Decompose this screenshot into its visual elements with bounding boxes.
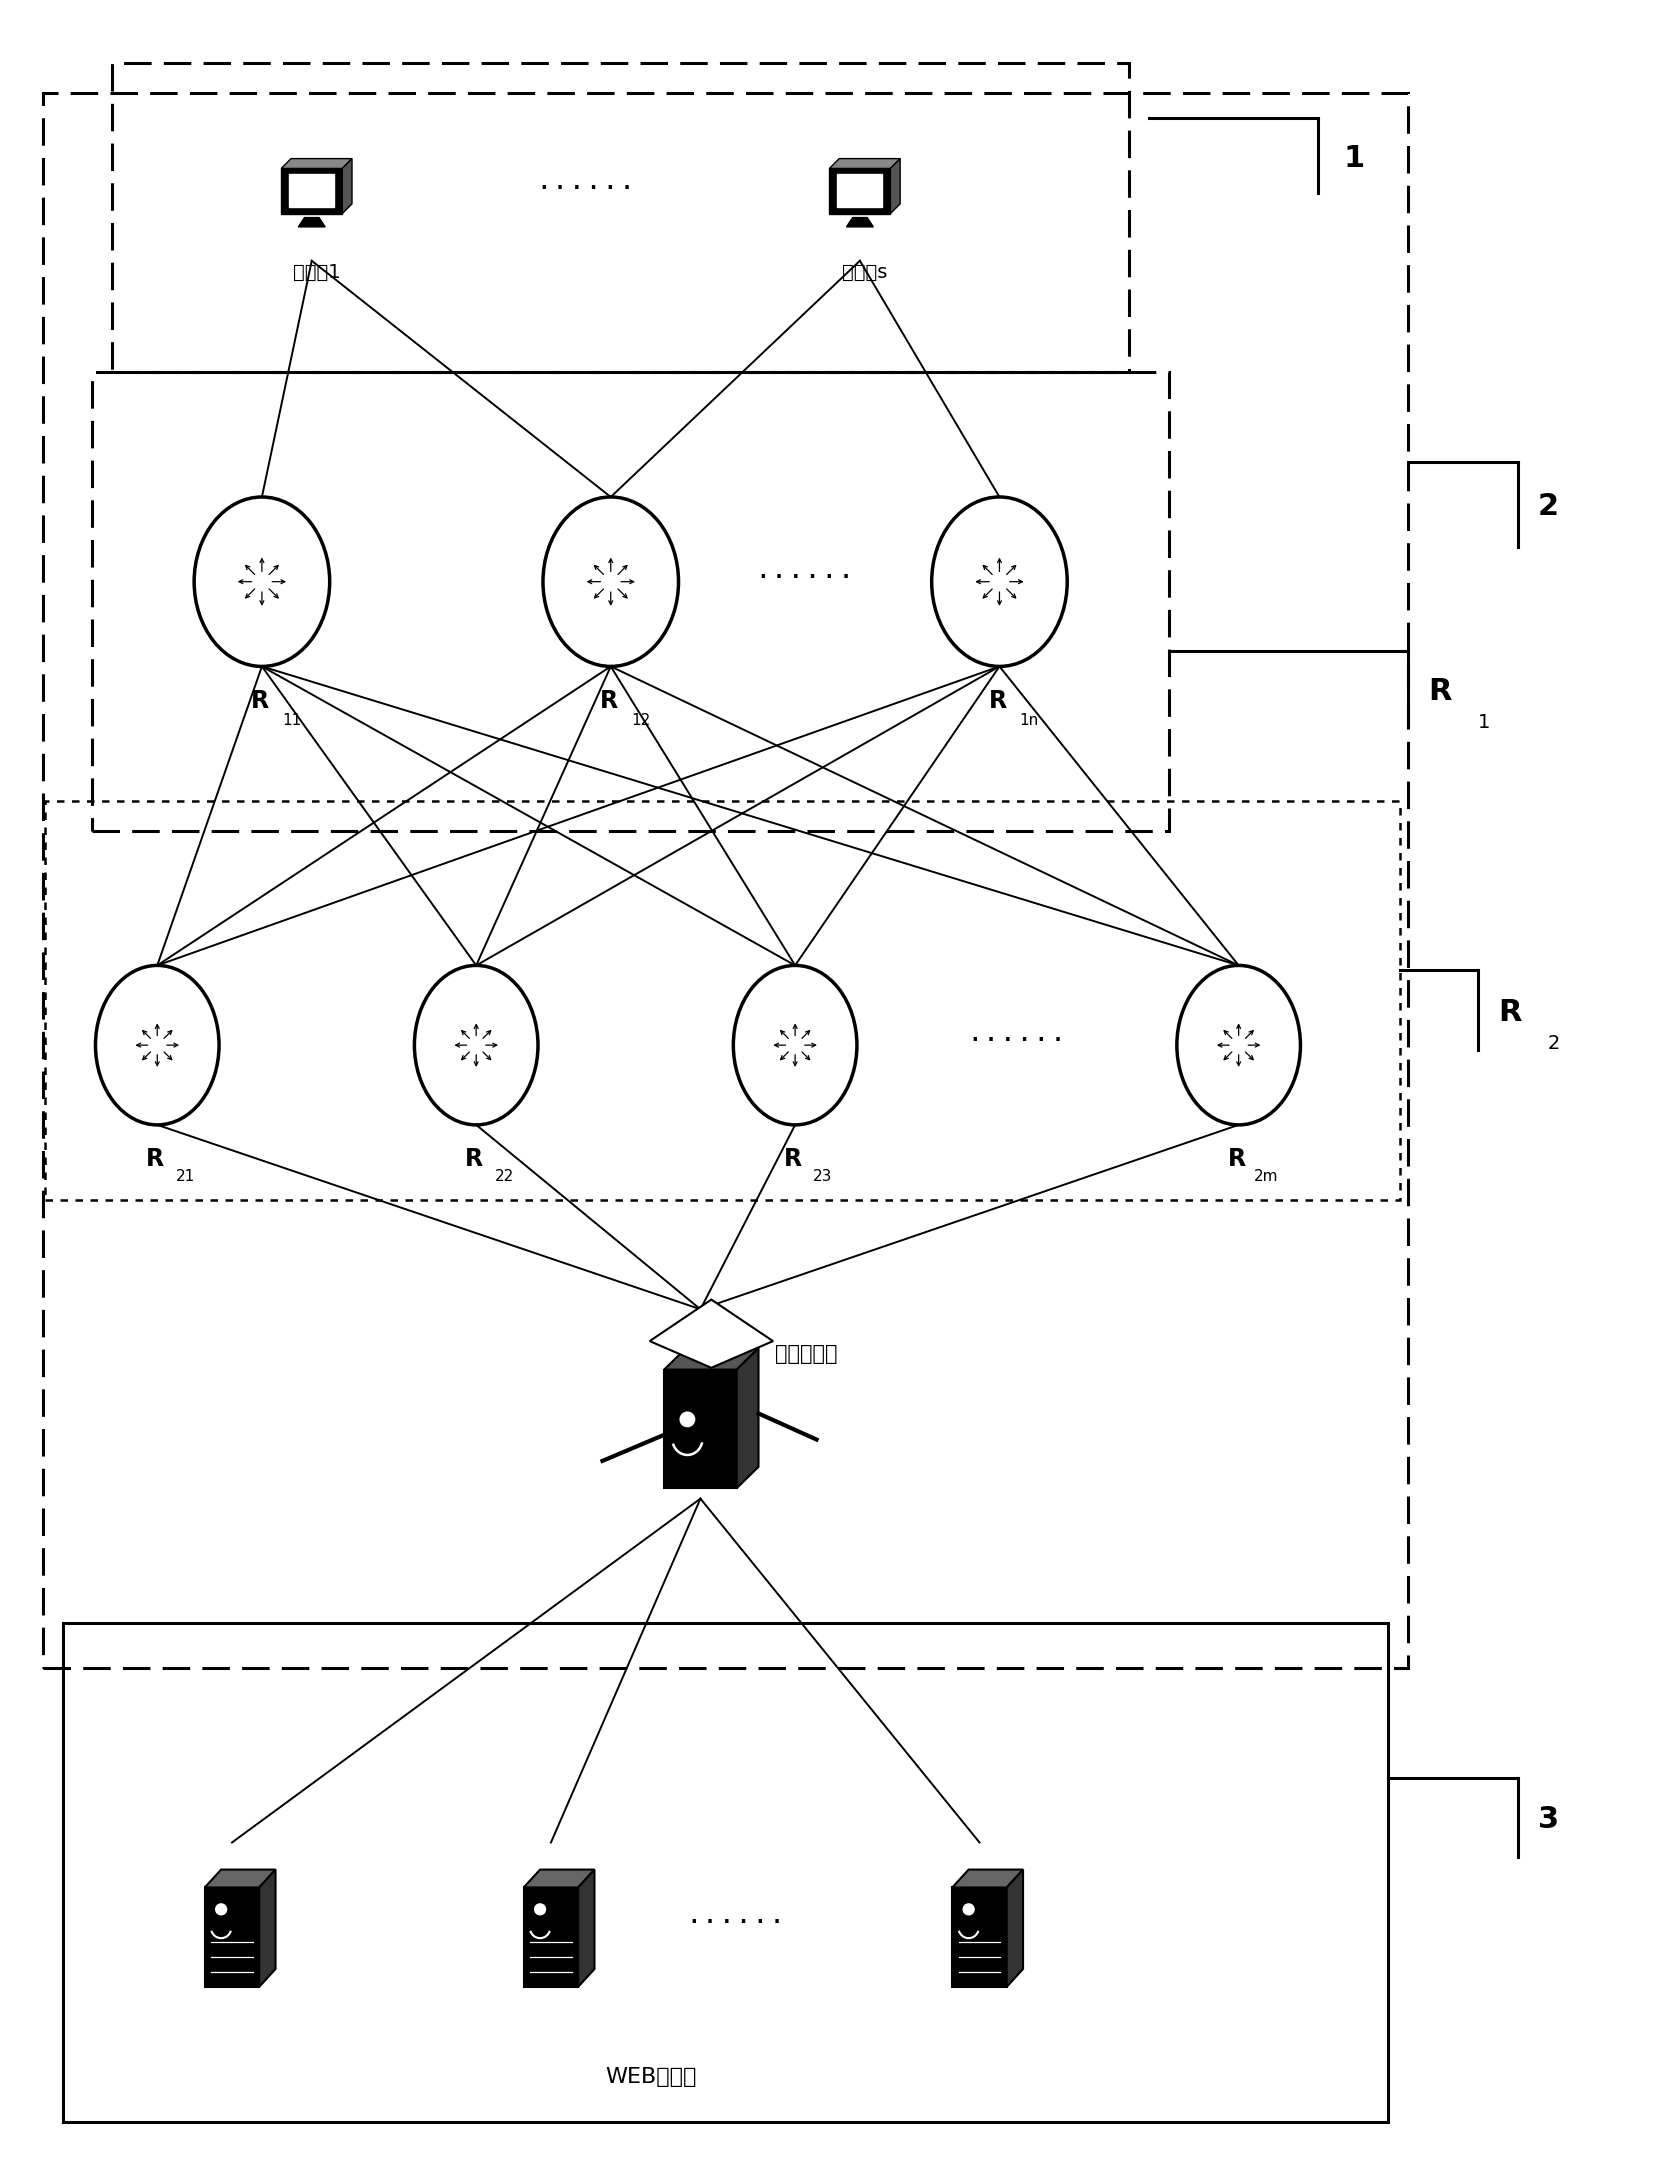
Polygon shape xyxy=(664,1347,758,1369)
Polygon shape xyxy=(577,1870,594,1986)
Ellipse shape xyxy=(194,497,330,667)
Text: 1n: 1n xyxy=(1020,713,1040,728)
Text: 客户端s: 客户端s xyxy=(843,264,888,281)
Text: 客户端1: 客户端1 xyxy=(294,264,340,281)
Text: 1: 1 xyxy=(1477,713,1490,732)
Polygon shape xyxy=(205,1888,259,1986)
Polygon shape xyxy=(664,1369,736,1489)
Polygon shape xyxy=(838,174,883,207)
Text: R: R xyxy=(250,689,269,713)
Polygon shape xyxy=(259,1870,275,1986)
Text: 12: 12 xyxy=(631,713,651,728)
Ellipse shape xyxy=(95,966,219,1125)
Polygon shape xyxy=(205,1870,275,1888)
Text: R: R xyxy=(1228,1147,1245,1171)
Text: R: R xyxy=(466,1147,484,1171)
Text: 23: 23 xyxy=(813,1168,833,1184)
Text: R: R xyxy=(1429,676,1452,706)
Text: R: R xyxy=(599,689,618,713)
Ellipse shape xyxy=(1177,966,1300,1125)
Polygon shape xyxy=(524,1870,594,1888)
Text: R: R xyxy=(147,1147,164,1171)
Text: 1: 1 xyxy=(1344,144,1365,172)
Text: ......: ...... xyxy=(754,556,855,584)
Text: ......: ...... xyxy=(536,168,636,194)
Text: WEB服务器: WEB服务器 xyxy=(604,2067,696,2086)
Circle shape xyxy=(681,1413,694,1426)
Polygon shape xyxy=(524,1888,577,1986)
Text: 11: 11 xyxy=(282,713,302,728)
Polygon shape xyxy=(829,168,891,214)
Polygon shape xyxy=(736,1347,758,1489)
Text: 22: 22 xyxy=(494,1168,514,1184)
Text: R: R xyxy=(988,689,1006,713)
Ellipse shape xyxy=(931,497,1066,667)
Polygon shape xyxy=(953,1888,1006,1986)
Text: 2: 2 xyxy=(1547,1033,1561,1053)
Polygon shape xyxy=(282,168,342,214)
Ellipse shape xyxy=(414,966,537,1125)
Text: R: R xyxy=(1497,998,1520,1027)
Text: 2: 2 xyxy=(1537,493,1559,521)
Polygon shape xyxy=(829,159,900,168)
Polygon shape xyxy=(282,159,352,168)
Circle shape xyxy=(215,1903,227,1914)
Ellipse shape xyxy=(733,966,856,1125)
Polygon shape xyxy=(289,174,334,207)
Text: 代理服务器: 代理服务器 xyxy=(774,1345,838,1365)
Text: R: R xyxy=(784,1147,803,1171)
Polygon shape xyxy=(342,159,352,214)
Text: ......: ...... xyxy=(966,1020,1066,1046)
Text: 2m: 2m xyxy=(1255,1168,1278,1184)
Polygon shape xyxy=(1006,1870,1023,1986)
Polygon shape xyxy=(891,159,900,214)
Polygon shape xyxy=(299,218,325,227)
Text: 21: 21 xyxy=(175,1168,195,1184)
Text: ......: ...... xyxy=(684,1901,786,1929)
Ellipse shape xyxy=(542,497,679,667)
Circle shape xyxy=(963,1903,975,1914)
Text: 3: 3 xyxy=(1537,1805,1559,1833)
Circle shape xyxy=(534,1903,546,1914)
Polygon shape xyxy=(649,1299,773,1367)
Polygon shape xyxy=(953,1870,1023,1888)
Polygon shape xyxy=(846,218,873,227)
